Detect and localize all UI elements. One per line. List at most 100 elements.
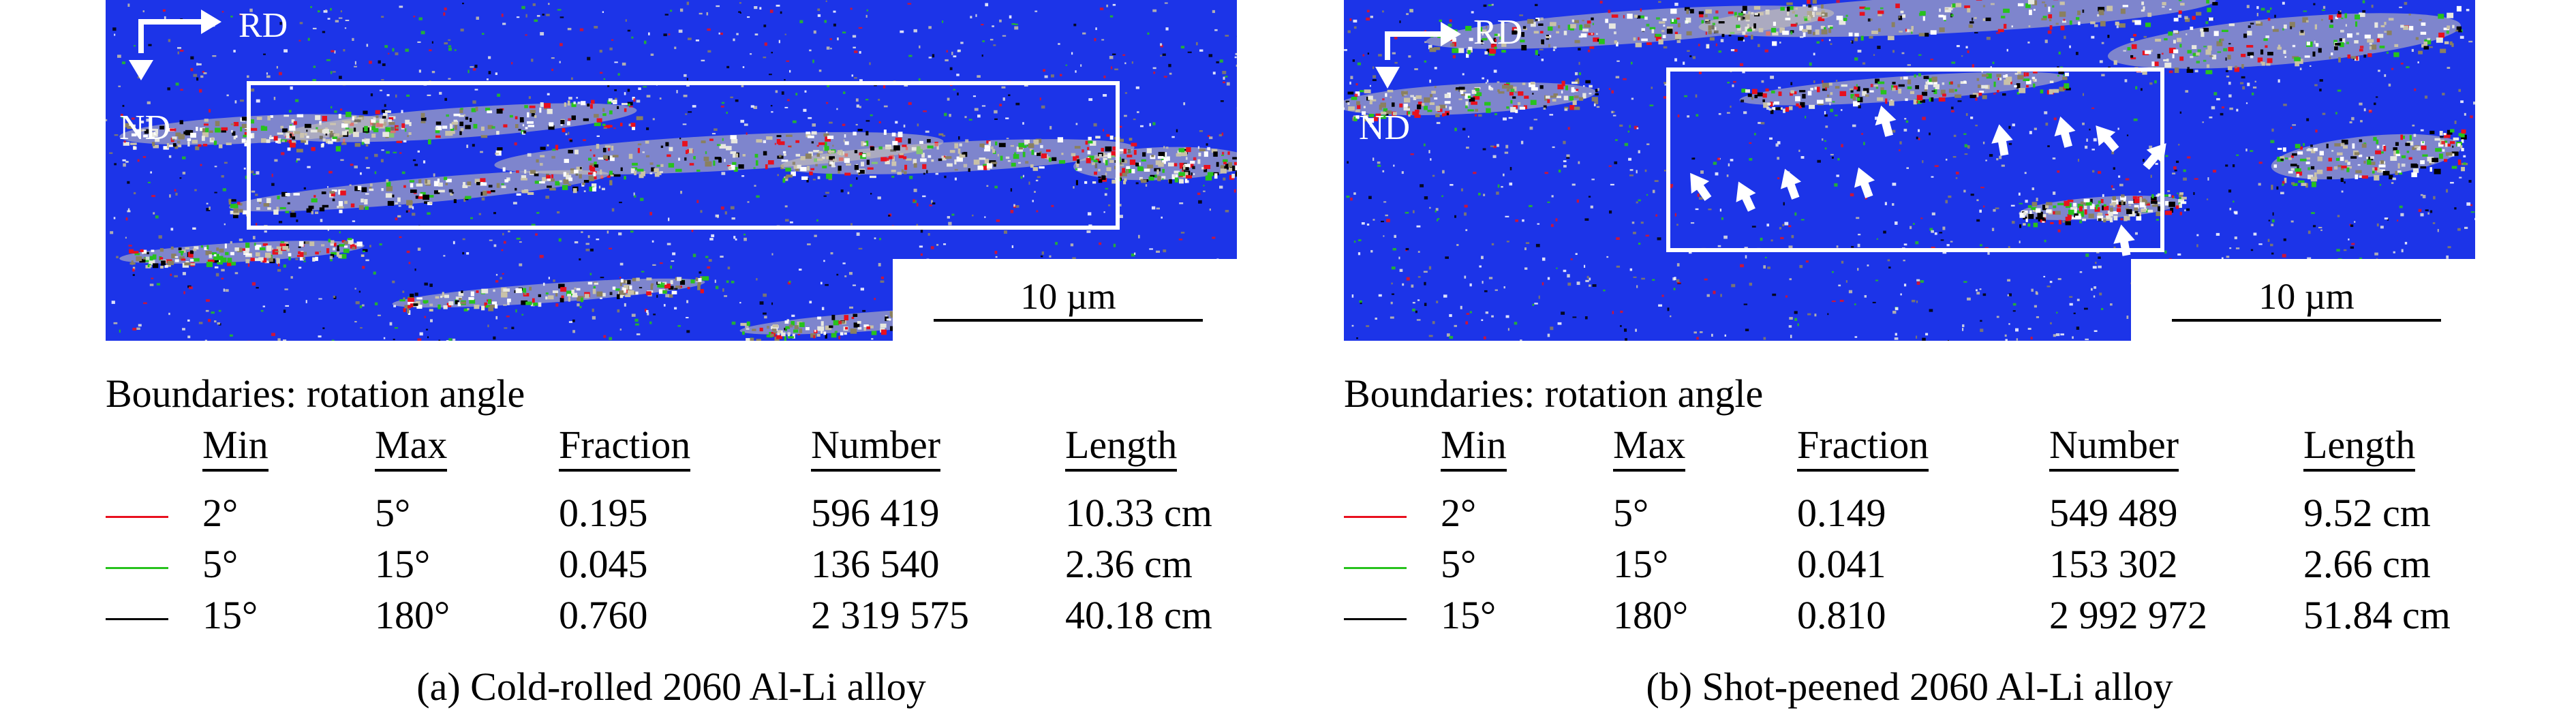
boundary-dot <box>1582 85 1585 87</box>
boundary-dot <box>1670 8 1677 14</box>
boundary-dot <box>2031 288 2034 292</box>
boundary-dot <box>2058 219 2062 225</box>
boundary-dot <box>1430 94 1433 97</box>
boundary-dot <box>641 271 645 273</box>
boundary-dot <box>1763 265 1766 269</box>
boundary-dot <box>403 140 407 142</box>
boundary-dot <box>1574 20 1579 23</box>
boundary-dot <box>641 170 645 177</box>
boundary-dot <box>1663 96 1667 99</box>
boundary-dot <box>1010 210 1014 213</box>
boundary-dot <box>1830 27 1833 29</box>
boundary-dot <box>206 299 210 302</box>
boundary-dot <box>1503 286 1505 289</box>
boundary-dot <box>306 136 309 138</box>
boundary-dot <box>312 257 316 262</box>
boundary-dot <box>1225 76 1228 78</box>
boundary-dot <box>2141 9 2145 12</box>
boundary-dot <box>1534 3 1538 6</box>
boundary-dot <box>321 244 325 247</box>
boundary-dot <box>1103 211 1105 213</box>
boundary-dot <box>283 339 287 341</box>
boundary-dot <box>2470 204 2473 206</box>
boundary-dot <box>539 163 543 166</box>
boundary-dot <box>2172 54 2175 59</box>
boundary-dot <box>2027 0 2035 5</box>
boundary-dot <box>632 162 638 166</box>
boundary-dot <box>913 199 915 202</box>
boundary-dot <box>611 208 615 212</box>
boundary-dot <box>2059 1 2065 5</box>
boundary-dot <box>874 297 876 301</box>
boundary-dot <box>424 179 431 185</box>
boundary-dot <box>506 177 510 181</box>
boundary-dot <box>1139 177 1143 181</box>
boundary-dot <box>221 269 225 272</box>
boundary-dot <box>1465 321 1469 325</box>
boundary-dot <box>1512 30 1517 35</box>
boundary-dot <box>1184 164 1191 168</box>
boundary-dot <box>1233 189 1236 193</box>
boundary-dot <box>583 139 586 142</box>
boundary-dot <box>2178 0 2182 1</box>
boundary-dot <box>1446 333 1450 337</box>
boundary-dot <box>487 78 489 80</box>
boundary-dot <box>331 192 335 197</box>
boundary-dot <box>2014 328 2019 332</box>
boundary-dot <box>2361 143 2367 148</box>
boundary-dot <box>753 167 756 169</box>
boundary-dot <box>2173 30 2179 33</box>
boundary-dot <box>763 293 767 297</box>
boundary-dot <box>1766 107 1770 110</box>
boundary-dot <box>880 280 885 283</box>
boundary-dot <box>663 33 667 37</box>
boundary-dot <box>398 205 401 207</box>
boundary-dot <box>682 140 688 147</box>
boundary-dot <box>730 135 737 140</box>
boundary-dot <box>1912 223 1915 225</box>
boundary-dot <box>1177 150 1184 155</box>
boundary-dot <box>1765 88 1769 92</box>
boundary-dot <box>1198 152 1201 157</box>
boundary-dot <box>786 174 793 178</box>
boundary-dot <box>1567 127 1570 130</box>
boundary-dot <box>1405 249 1408 251</box>
boundary-dot <box>1764 49 1768 52</box>
boundary-dot <box>139 258 146 263</box>
boundary-dot <box>2225 57 2227 61</box>
boundary-dot <box>2183 169 2186 172</box>
boundary-dot <box>2399 6 2403 8</box>
boundary-dot <box>546 14 550 16</box>
boundary-dot <box>691 228 694 232</box>
boundary-dot <box>352 116 355 121</box>
boundary-dot <box>1812 0 1817 4</box>
boundary-dot <box>224 162 228 164</box>
boundary-dot <box>444 97 448 101</box>
boundary-dot <box>2008 323 2010 325</box>
boundary-dot <box>702 276 709 281</box>
boundary-dot <box>1872 301 1876 304</box>
boundary-dot <box>686 330 690 333</box>
boundary-dot <box>1095 27 1097 31</box>
boundary-dot <box>596 135 600 137</box>
boundary-dot <box>632 125 636 130</box>
boundary-dot <box>2307 167 2310 170</box>
boundary-dot <box>1109 159 1114 164</box>
boundary-dot <box>1347 91 1354 95</box>
boundary-dot <box>943 155 946 158</box>
boundaries-title: Boundaries: rotation angle <box>106 371 525 416</box>
boundary-dot <box>2438 32 2444 38</box>
boundary-dot <box>832 144 834 147</box>
boundary-dot <box>1431 91 1436 94</box>
boundary-dot <box>1099 7 1104 10</box>
boundary-dot <box>776 135 782 138</box>
boundary-dot <box>409 180 415 183</box>
boundary-dot <box>280 241 285 243</box>
boundary-dot <box>1880 87 1884 92</box>
boundary-dot <box>631 36 634 39</box>
boundary-dot <box>1169 179 1172 184</box>
boundary-dot <box>1402 283 1405 286</box>
boundary-dot <box>903 124 906 128</box>
boundary-dot <box>217 322 221 325</box>
boundary-dot <box>1785 295 1788 298</box>
